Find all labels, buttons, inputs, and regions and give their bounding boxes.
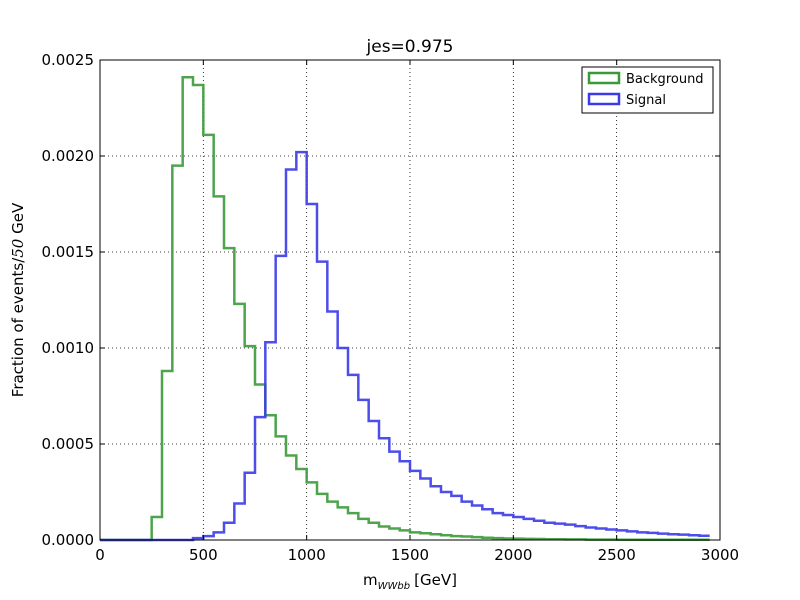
y-tick-label: 0.0015 <box>42 243 95 261</box>
x-tick-label: 2500 <box>598 546 636 564</box>
legend-label-signal: Signal <box>626 93 666 108</box>
series-line-signal <box>100 150 710 542</box>
x-axis-label: mWWbb [GeV] <box>363 571 457 592</box>
x-tick-label: 1500 <box>391 546 429 564</box>
x-axis-label-subscript: WWbb <box>378 581 410 592</box>
y-tick-label: 0.0010 <box>42 339 95 357</box>
y-tick-label: 0.0000 <box>42 531 95 549</box>
y-axis-label: Fraction of events/50 GeV <box>9 202 27 397</box>
x-axis-label-unit: [GeV] <box>414 571 457 589</box>
y-tick-label: 0.0020 <box>42 147 95 165</box>
chart-title: jes=0.975 <box>366 37 454 57</box>
y-axis-label-italic: 50 <box>9 238 27 258</box>
axis-ticks: 0 500 1000 1500 2000 2500 3000 0.0000 0.0005 0.00… <box>42 51 740 564</box>
legend: Background Signal <box>581 66 714 114</box>
legend-label-background: Background <box>626 72 704 87</box>
y-axis-label-main: Fraction of events/ <box>9 257 27 397</box>
y-axis-label-unit: GeV <box>9 202 27 239</box>
x-tick-label: 3000 <box>701 546 739 564</box>
x-tick-label: 2000 <box>494 546 532 564</box>
y-tick-label: 0.0025 <box>42 51 95 69</box>
y-tick-label: 0.0005 <box>42 435 95 453</box>
x-tick-label: 0 <box>95 546 105 564</box>
x-tick-label: 1000 <box>288 546 326 564</box>
series-line-background <box>100 76 710 542</box>
series-layer <box>100 76 710 542</box>
x-axis-label-main: m <box>363 571 378 589</box>
legend-swatch-signal <box>587 92 621 106</box>
grid-lines <box>100 60 720 540</box>
legend-swatch-background <box>587 71 621 85</box>
x-tick-label: 500 <box>189 546 218 564</box>
legend-box <box>581 66 714 114</box>
